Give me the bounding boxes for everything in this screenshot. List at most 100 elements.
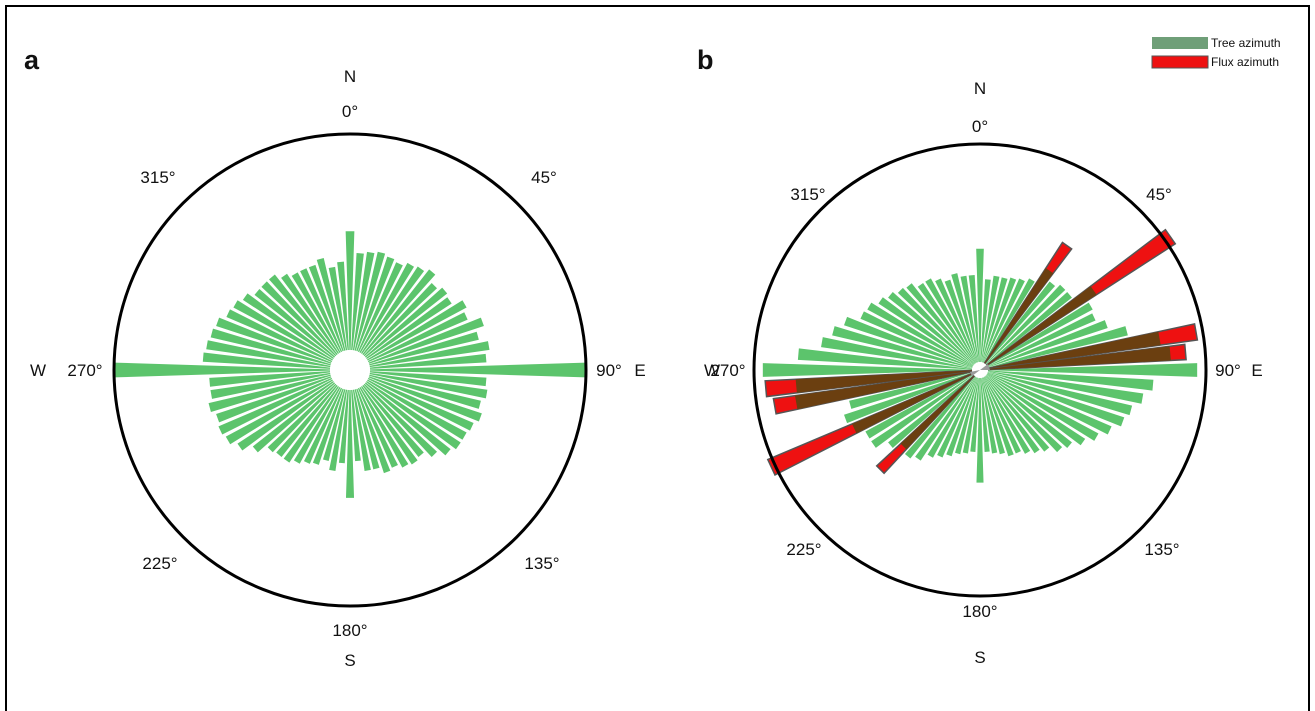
tree-bar-a-300 bbox=[233, 300, 334, 361]
panel-a-bars bbox=[114, 231, 586, 498]
tree-bar-a-170 bbox=[352, 389, 371, 472]
tree-bar-b-155 bbox=[983, 377, 1021, 454]
tree-bar-b-330 bbox=[925, 278, 977, 364]
tree-bar-a-235 bbox=[237, 380, 334, 451]
tree-bar-b-210 bbox=[927, 376, 977, 458]
tree-bar-a-275 bbox=[202, 352, 331, 369]
tree-bar-a-5 bbox=[351, 252, 364, 351]
tree-bar-a-60 bbox=[366, 300, 467, 361]
panel-a-tick-45: 45° bbox=[531, 168, 557, 187]
tree-bar-b-345 bbox=[951, 273, 979, 363]
tree-bar-b-220 bbox=[904, 375, 976, 459]
tree-bar-b-15 bbox=[981, 277, 1008, 363]
tree-bar-b-180 bbox=[976, 377, 984, 483]
tree-bar-a-250 bbox=[216, 376, 332, 423]
tree-bar-b-215 bbox=[915, 376, 976, 461]
panel-b-tick-90: 90° bbox=[1215, 361, 1241, 380]
panel-a-tick-225: 225° bbox=[142, 554, 177, 573]
tree-bar-b-230 bbox=[888, 374, 975, 448]
panel-a-tick-270: 270° bbox=[67, 361, 102, 380]
tree-bar-a-210 bbox=[293, 386, 341, 464]
panel-b-center-arrow-1 bbox=[980, 364, 990, 370]
tree-bar-a-350 bbox=[328, 266, 348, 351]
tree-bar-a-270 bbox=[114, 362, 331, 378]
overlap-bar-b-265 bbox=[795, 370, 973, 393]
tree-bar-a-240 bbox=[225, 379, 334, 445]
tree-bar-a-25 bbox=[357, 262, 403, 353]
tree-bar-a-100 bbox=[369, 372, 488, 399]
tree-bar-a-190 bbox=[329, 389, 348, 472]
tree-bar-a-200 bbox=[312, 388, 344, 465]
tree-bar-b-0 bbox=[976, 248, 984, 363]
tree-bar-a-305 bbox=[242, 293, 334, 360]
tree-bar-b-190 bbox=[962, 377, 979, 454]
tree-bar-a-160 bbox=[356, 388, 391, 474]
panel-b-cardinal-w: W bbox=[704, 361, 720, 380]
tree-bar-a-295 bbox=[226, 309, 333, 363]
tree-bar-b-130 bbox=[985, 374, 1072, 448]
tree-bar-a-120 bbox=[366, 379, 467, 440]
tree-bar-b-60 bbox=[986, 302, 1093, 367]
panel-b-tick-180: 180° bbox=[962, 602, 997, 621]
tree-bar-b-310 bbox=[888, 292, 975, 366]
panel-b: b N S E W 0° 45° 90° 135° 180° 225° 270°… bbox=[697, 45, 1263, 667]
tree-bar-b-115 bbox=[987, 373, 1112, 435]
panel-a-tick-315: 315° bbox=[140, 168, 175, 187]
tree-bar-a-85 bbox=[369, 353, 487, 369]
overlap-bar-b-260 bbox=[795, 371, 973, 410]
tree-bar-a-0 bbox=[345, 231, 355, 351]
tree-bar-a-135 bbox=[363, 383, 438, 458]
overlap-bar-b-225 bbox=[900, 375, 975, 450]
panel-b-tick-135: 135° bbox=[1144, 540, 1179, 559]
tree-bar-a-30 bbox=[359, 262, 415, 354]
overlap-bar-b-55 bbox=[986, 286, 1097, 366]
panel-a-cardinal-n: N bbox=[344, 67, 356, 86]
panel-b-tick-315: 315° bbox=[790, 185, 825, 204]
panel-letter-b: b bbox=[697, 45, 714, 75]
panel-b-tick-45: 45° bbox=[1146, 185, 1172, 204]
tree-bar-b-5 bbox=[980, 279, 991, 363]
tree-bar-b-150 bbox=[983, 376, 1031, 454]
tree-bar-b-235 bbox=[871, 374, 974, 448]
tree-bar-a-175 bbox=[351, 389, 361, 462]
overlap-bar-b-245 bbox=[852, 373, 973, 434]
panel-b-center-arrows bbox=[970, 364, 990, 376]
tree-bar-b-175 bbox=[980, 377, 990, 452]
tree-bar-a-20 bbox=[356, 256, 395, 352]
tree-bar-b-205 bbox=[937, 377, 977, 458]
tree-bar-a-310 bbox=[254, 289, 336, 358]
tree-bar-b-305 bbox=[878, 297, 974, 366]
tree-bar-a-80 bbox=[369, 341, 490, 368]
tree-bar-a-155 bbox=[357, 387, 398, 468]
panel-b-bars bbox=[762, 228, 1199, 483]
tree-bar-b-165 bbox=[981, 377, 1005, 455]
tree-bar-b-160 bbox=[982, 377, 1014, 457]
panel-b-cardinal-s: S bbox=[974, 648, 985, 667]
tree-bar-a-260 bbox=[210, 372, 331, 399]
tree-bar-b-250 bbox=[844, 372, 973, 424]
tree-bar-b-290 bbox=[844, 316, 973, 368]
tree-bar-b-280 bbox=[821, 337, 973, 369]
tree-bar-a-40 bbox=[362, 269, 436, 356]
tree-bar-b-120 bbox=[986, 373, 1099, 441]
panel-a-tick-180: 180° bbox=[332, 621, 367, 640]
tree-bar-b-350 bbox=[960, 275, 979, 363]
tree-bar-b-185 bbox=[970, 377, 980, 452]
tree-bar-b-70 bbox=[987, 320, 1108, 368]
overlap-bar-b-35 bbox=[984, 268, 1054, 364]
tree-bar-a-75 bbox=[369, 331, 479, 366]
tree-bar-b-255 bbox=[849, 371, 973, 409]
legend-swatch-tree bbox=[1152, 37, 1208, 49]
tree-bar-a-255 bbox=[208, 374, 331, 412]
tree-bar-b-145 bbox=[984, 376, 1040, 454]
tree-bar-b-170 bbox=[981, 377, 998, 454]
tree-bar-a-35 bbox=[360, 266, 425, 354]
panel-a-tick-90: 90° bbox=[596, 361, 622, 380]
tree-bar-a-145 bbox=[360, 386, 418, 465]
tree-bar-a-95 bbox=[369, 371, 487, 387]
tree-bar-a-90 bbox=[369, 362, 586, 378]
tree-bar-a-355 bbox=[337, 261, 349, 351]
tree-bar-b-100 bbox=[987, 371, 1144, 404]
tree-bar-a-105 bbox=[369, 374, 481, 409]
